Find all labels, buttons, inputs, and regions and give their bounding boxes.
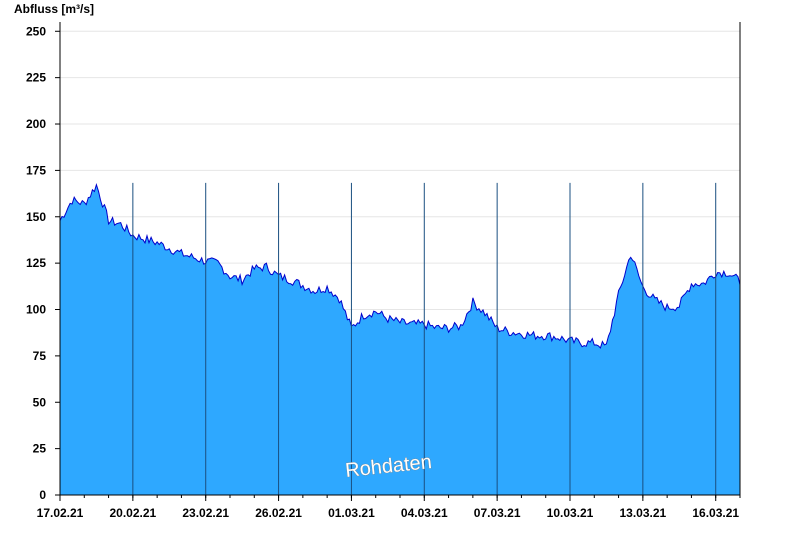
- y-tick-label: 125: [26, 256, 46, 270]
- y-tick-label: 100: [26, 303, 46, 317]
- y-tick-label: 200: [26, 117, 46, 131]
- y-tick-label: 25: [33, 442, 47, 456]
- y-tick-label: 225: [26, 71, 46, 85]
- x-tick-label: 13.03.21: [619, 506, 666, 520]
- y-tick-label: 250: [26, 24, 46, 38]
- discharge-area: [59, 183, 741, 495]
- x-tick-label: 01.03.21: [328, 506, 375, 520]
- day-marker-lines: [132, 182, 717, 495]
- x-axis-ticks: 17.02.21 20.02.21 23.02.21 26.02.21 01.03.21…: [37, 495, 741, 520]
- y-tick-label: 50: [33, 395, 47, 409]
- x-tick-label: 20.02.21: [109, 506, 156, 520]
- x-tick-label: 17.02.21: [37, 506, 84, 520]
- x-tick-label: 10.03.21: [547, 506, 594, 520]
- x-tick-label: 04.03.21: [401, 506, 448, 520]
- y-tick-label: 150: [26, 210, 46, 224]
- y-tick-label: 175: [26, 163, 46, 177]
- y-tick-label: 75: [33, 349, 47, 363]
- y-axis-ticks: 0 25 50 75 100 125 150 175 200 225 250: [26, 24, 60, 502]
- y-tick-label: 0: [39, 488, 46, 502]
- x-tick-label: 07.03.21: [474, 506, 521, 520]
- y-axis-title: Abfluss [m³/s]: [14, 2, 94, 16]
- series-line: [59, 183, 741, 349]
- x-tick-label: 26.02.21: [255, 506, 302, 520]
- x-tick-label: 16.03.21: [692, 506, 739, 520]
- area-fill: [60, 184, 740, 495]
- x-tick-label: 23.02.21: [182, 506, 229, 520]
